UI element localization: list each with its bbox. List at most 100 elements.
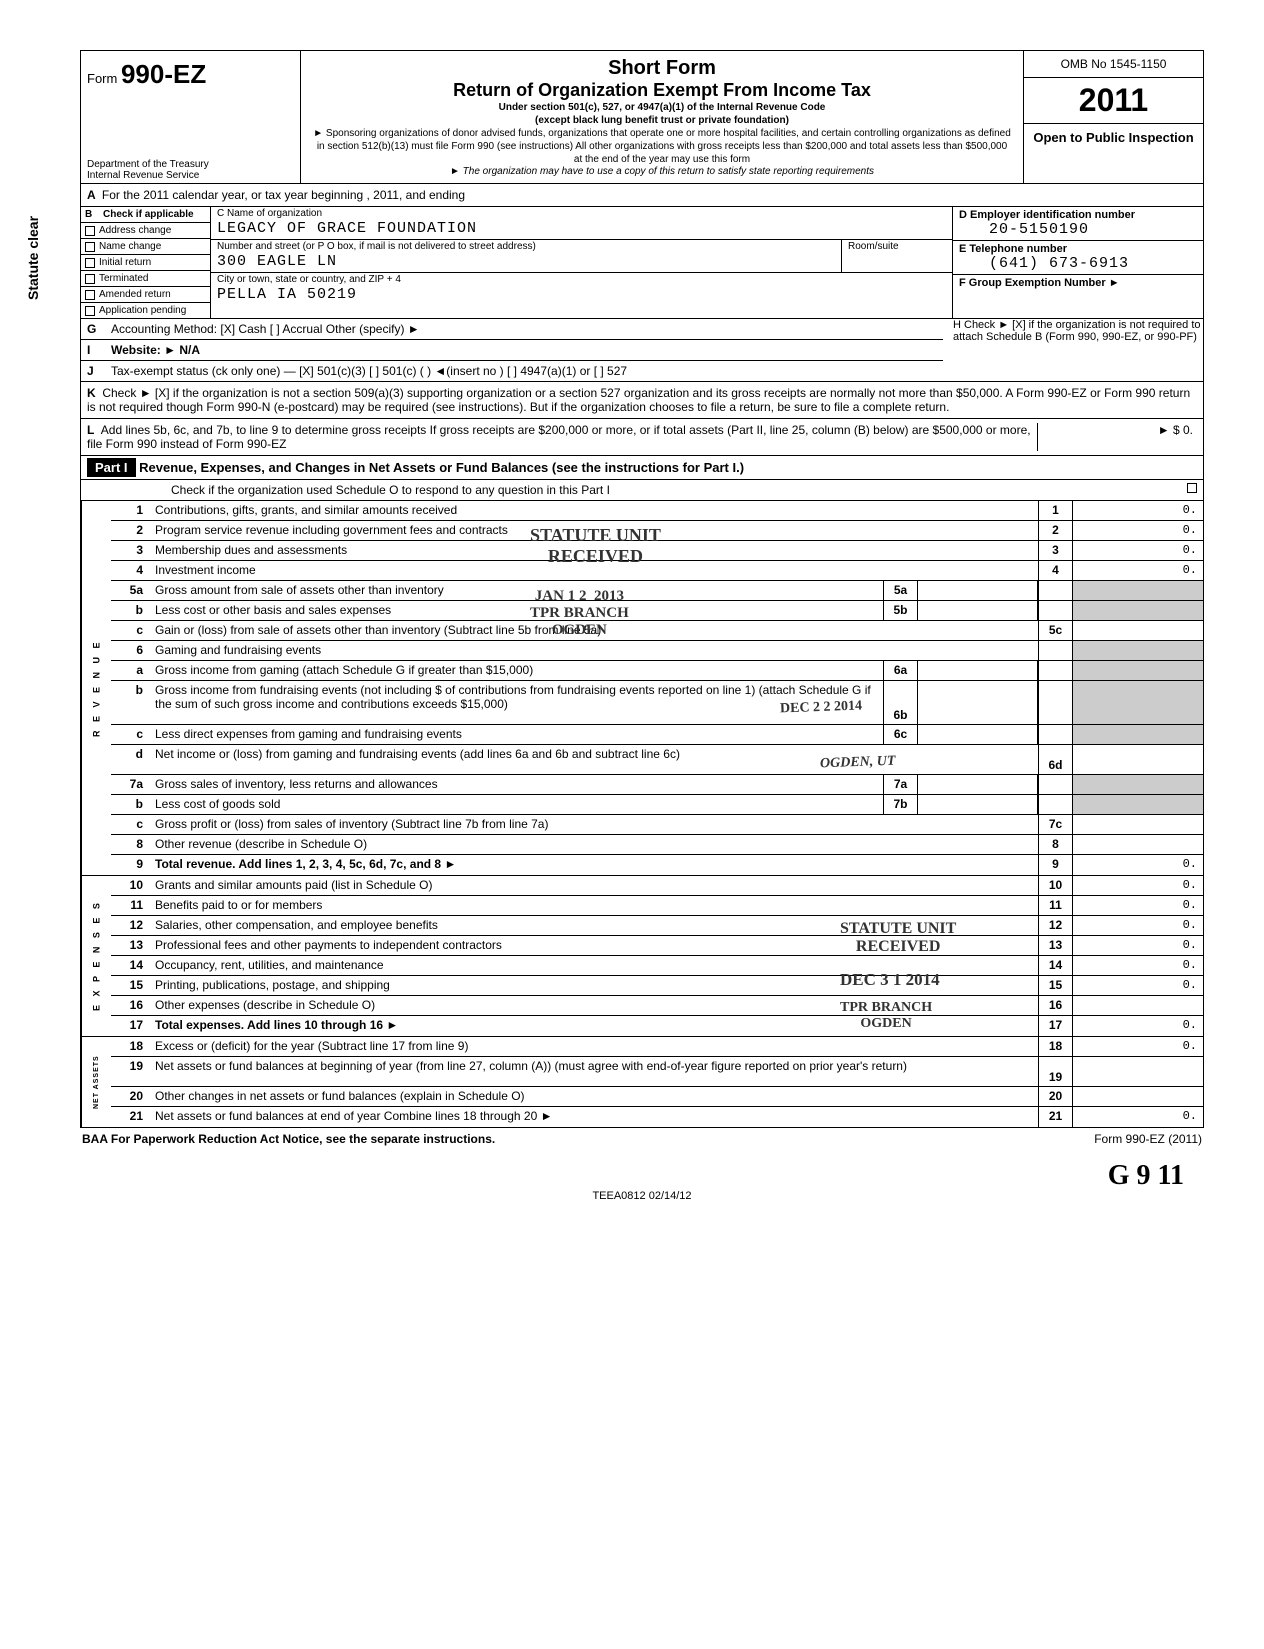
line-18-amt: 0. [1073,1037,1203,1056]
chk-app-pending[interactable]: Application pending [81,303,210,318]
form-990ez: Form 990-EZ Department of the Treasury I… [80,50,1204,1128]
line-13-desc: Professional fees and other payments to … [151,936,1038,955]
line-15-desc: Printing, publications, postage, and shi… [151,976,1038,995]
line-19-desc: Net assets or fund balances at beginning… [151,1057,1038,1086]
line-k: K Check ► [X] if the organization is not… [81,382,1203,419]
name-label: C Name of organization [211,207,952,220]
line-13-amt: 0. [1073,936,1203,955]
room-label: Room/suite [842,240,952,253]
line-7b-desc: Less cost of goods sold [151,795,883,814]
box-b-header: B Check if applicable [81,207,210,223]
chk-initial-return[interactable]: Initial return [81,255,210,271]
header-center: Short Form Return of Organization Exempt… [301,51,1023,183]
line-18-desc: Excess or (deficit) for the year (Subtra… [151,1037,1038,1056]
line-10-desc: Grants and similar amounts paid (list in… [151,876,1038,895]
col-def: D Employer identification number 20-5150… [953,207,1203,318]
part1-check-o: Check if the organization used Schedule … [81,480,1203,501]
line-1-amt: 0. [1073,501,1203,520]
line-j: JTax-exempt status (ck only one) — [X] 5… [81,361,943,381]
line-14-amt: 0. [1073,956,1203,975]
line-9-desc: Total revenue. Add lines 1, 2, 3, 4, 5c,… [151,855,1038,875]
entity-info: B Check if applicable Address change Nam… [81,207,1203,319]
expenses-side-label: E X P E N S E S [81,876,111,1036]
line-5c-desc: Gain or (loss) from sale of assets other… [151,621,1038,640]
line-3-desc: Membership dues and assessments [151,541,1038,560]
street-val: 300 EAGLE LN [211,253,841,272]
city-val: PELLA IA 50219 [211,286,952,305]
col-b-checkboxes: B Check if applicable Address change Nam… [81,207,211,318]
part1-header: Part I Revenue, Expenses, and Changes in… [81,456,1203,480]
group-exemption-label: F Group Exemption Number ► [959,277,1197,289]
line-l: L Add lines 5b, 6c, and 7b, to line 9 to… [81,419,1203,456]
title-short-form: Short Form [313,57,1011,80]
line-21-desc: Net assets or fund balances at end of ye… [151,1107,1038,1127]
chk-address-change[interactable]: Address change [81,223,210,239]
netassets-side-label: NET ASSETS [81,1037,111,1127]
org-name: LEGACY OF GRACE FOUNDATION [211,220,952,239]
line-6d-desc: Net income or (loss) from gaming and fun… [151,745,1038,774]
line-17-desc: Total expenses. Add lines 10 through 16 … [151,1016,1038,1036]
line-14-desc: Occupancy, rent, utilities, and maintena… [151,956,1038,975]
line-6-desc: Gaming and fundraising events [151,641,1038,660]
form-label: Form 990-EZ [87,71,206,86]
ein-label: D Employer identification number [959,209,1197,221]
chk-amended[interactable]: Amended return [81,287,210,303]
dept-treasury: Department of the Treasury [87,159,294,170]
open-public: Open to Public Inspection [1024,124,1203,151]
chk-name-change[interactable]: Name change [81,239,210,255]
footer-left: BAA For Paperwork Reduction Act Notice, … [82,1132,495,1146]
line-2-desc: Program service revenue including govern… [151,521,1038,540]
line-5b-desc: Less cost or other basis and sales expen… [151,601,883,620]
line-11-amt: 0. [1073,896,1203,915]
line-6c-desc: Less direct expenses from gaming and fun… [151,725,883,744]
header-right: OMB No 1545-1150 2011 Open to Public Ins… [1023,51,1203,183]
line-a: A For the 2011 calendar year, or tax yea… [81,184,1203,207]
col-c-name-address: C Name of organization LEGACY OF GRACE F… [211,207,953,318]
line-6a-desc: Gross income from gaming (attach Schedul… [151,661,883,680]
dept-irs: Internal Revenue Service [87,170,294,181]
title-section: Under section 501(c), 527, or 4947(a)(1)… [499,102,826,113]
title-sponsor: ► Sponsoring organizations of donor advi… [313,127,1011,166]
tax-year: 2011 [1024,78,1203,124]
line-17-amt: 0. [1073,1016,1203,1036]
line-12-desc: Salaries, other compensation, and employ… [151,916,1038,935]
footer-right: Form 990-EZ (2011) [1094,1132,1202,1146]
line-3-amt: 0. [1073,541,1203,560]
line-8-desc: Other revenue (describe in Schedule O) [151,835,1038,854]
line-g: GAccounting Method: [X] Cash [ ] Accrual… [81,319,943,340]
line-4-desc: Investment income [151,561,1038,580]
line-15-amt: 0. [1073,976,1203,995]
line-1-desc: Contributions, gifts, grants, and simila… [151,501,1038,520]
line-6b-desc: Gross income from fundraising events (no… [151,681,883,724]
title-return: Return of Organization Exempt From Incom… [313,80,1011,101]
revenue-side-label: R E V E N U E [81,501,111,875]
line-10-amt: 0. [1073,876,1203,895]
omb-number: OMB No 1545-1150 [1024,51,1203,78]
line-16-desc: Other expenses (describe in Schedule O) [151,996,1038,1015]
form-footer: BAA For Paperwork Reduction Act Notice, … [80,1128,1204,1150]
title-except: (except black lung benefit trust or priv… [535,115,789,126]
line-7c-desc: Gross profit or (loss) from sales of inv… [151,815,1038,834]
title-copy: ► The organization may have to use a cop… [313,166,1011,177]
handwritten-note: G 9 11 [1108,1160,1184,1192]
line-4-amt: 0. [1073,561,1203,580]
line-2-amt: 0. [1073,521,1203,540]
page-code: TEEA0812 02/14/12 [80,1190,1204,1202]
line-9-amt: 0. [1073,855,1203,875]
line-l-amount: ► $ 0. [1037,423,1197,451]
phone-value: (641) 673-6913 [959,255,1197,272]
line-20-desc: Other changes in net assets or fund bala… [151,1087,1038,1106]
statute-clear-label: Statute clear [25,216,41,300]
line-12-amt: 0. [1073,916,1203,935]
city-label: City or town, state or country, and ZIP … [211,273,952,286]
line-h: H Check ► [X] if the organization is not… [943,319,1203,381]
chk-terminated[interactable]: Terminated [81,271,210,287]
form-header: Form 990-EZ Department of the Treasury I… [81,51,1203,184]
check-o-box[interactable] [1187,483,1197,493]
phone-label: E Telephone number [959,243,1197,255]
line-5a-desc: Gross amount from sale of assets other t… [151,581,883,600]
header-left: Form 990-EZ Department of the Treasury I… [81,51,301,183]
line-7a-desc: Gross sales of inventory, less returns a… [151,775,883,794]
line-i: IWebsite: ► N/A [81,340,943,361]
line-11-desc: Benefits paid to or for members [151,896,1038,915]
